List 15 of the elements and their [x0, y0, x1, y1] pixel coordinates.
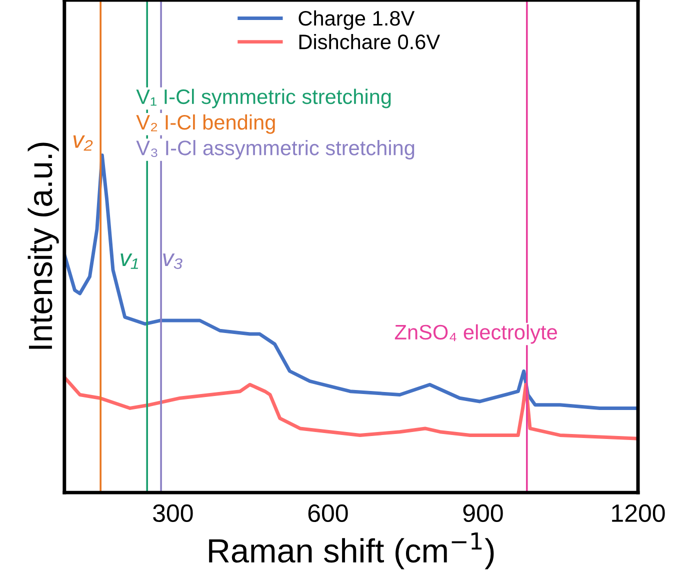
- legend-label: Charge 1.8V: [298, 10, 415, 30]
- x-tick-label: 600: [308, 504, 348, 522]
- annotation: v₁: [120, 254, 138, 269]
- annotation: v₃: [163, 254, 182, 269]
- x-tick-label: 900: [463, 504, 503, 522]
- text: v₂: [73, 135, 93, 151]
- legend-label: Dishchare 0.6V: [299, 34, 440, 50]
- ref-line-label: ZnSO₄ electrolyte: [394, 324, 557, 344]
- x-tick-label: 300: [153, 504, 193, 522]
- ref-line-label: V₃ I-Cl assymmetric stretching: [136, 140, 414, 160]
- y-axis-title: Intensity (a.u.): [28, 142, 59, 349]
- ref-line-label: V₂ I-Cl bending: [136, 114, 275, 134]
- x-tick-label: 1200: [612, 504, 665, 522]
- ref-line-label: V₁ I-Cl symmetric stretching: [136, 88, 391, 108]
- x-axis-title: Raman shift (cm$^{−1}$): [209, 532, 494, 570]
